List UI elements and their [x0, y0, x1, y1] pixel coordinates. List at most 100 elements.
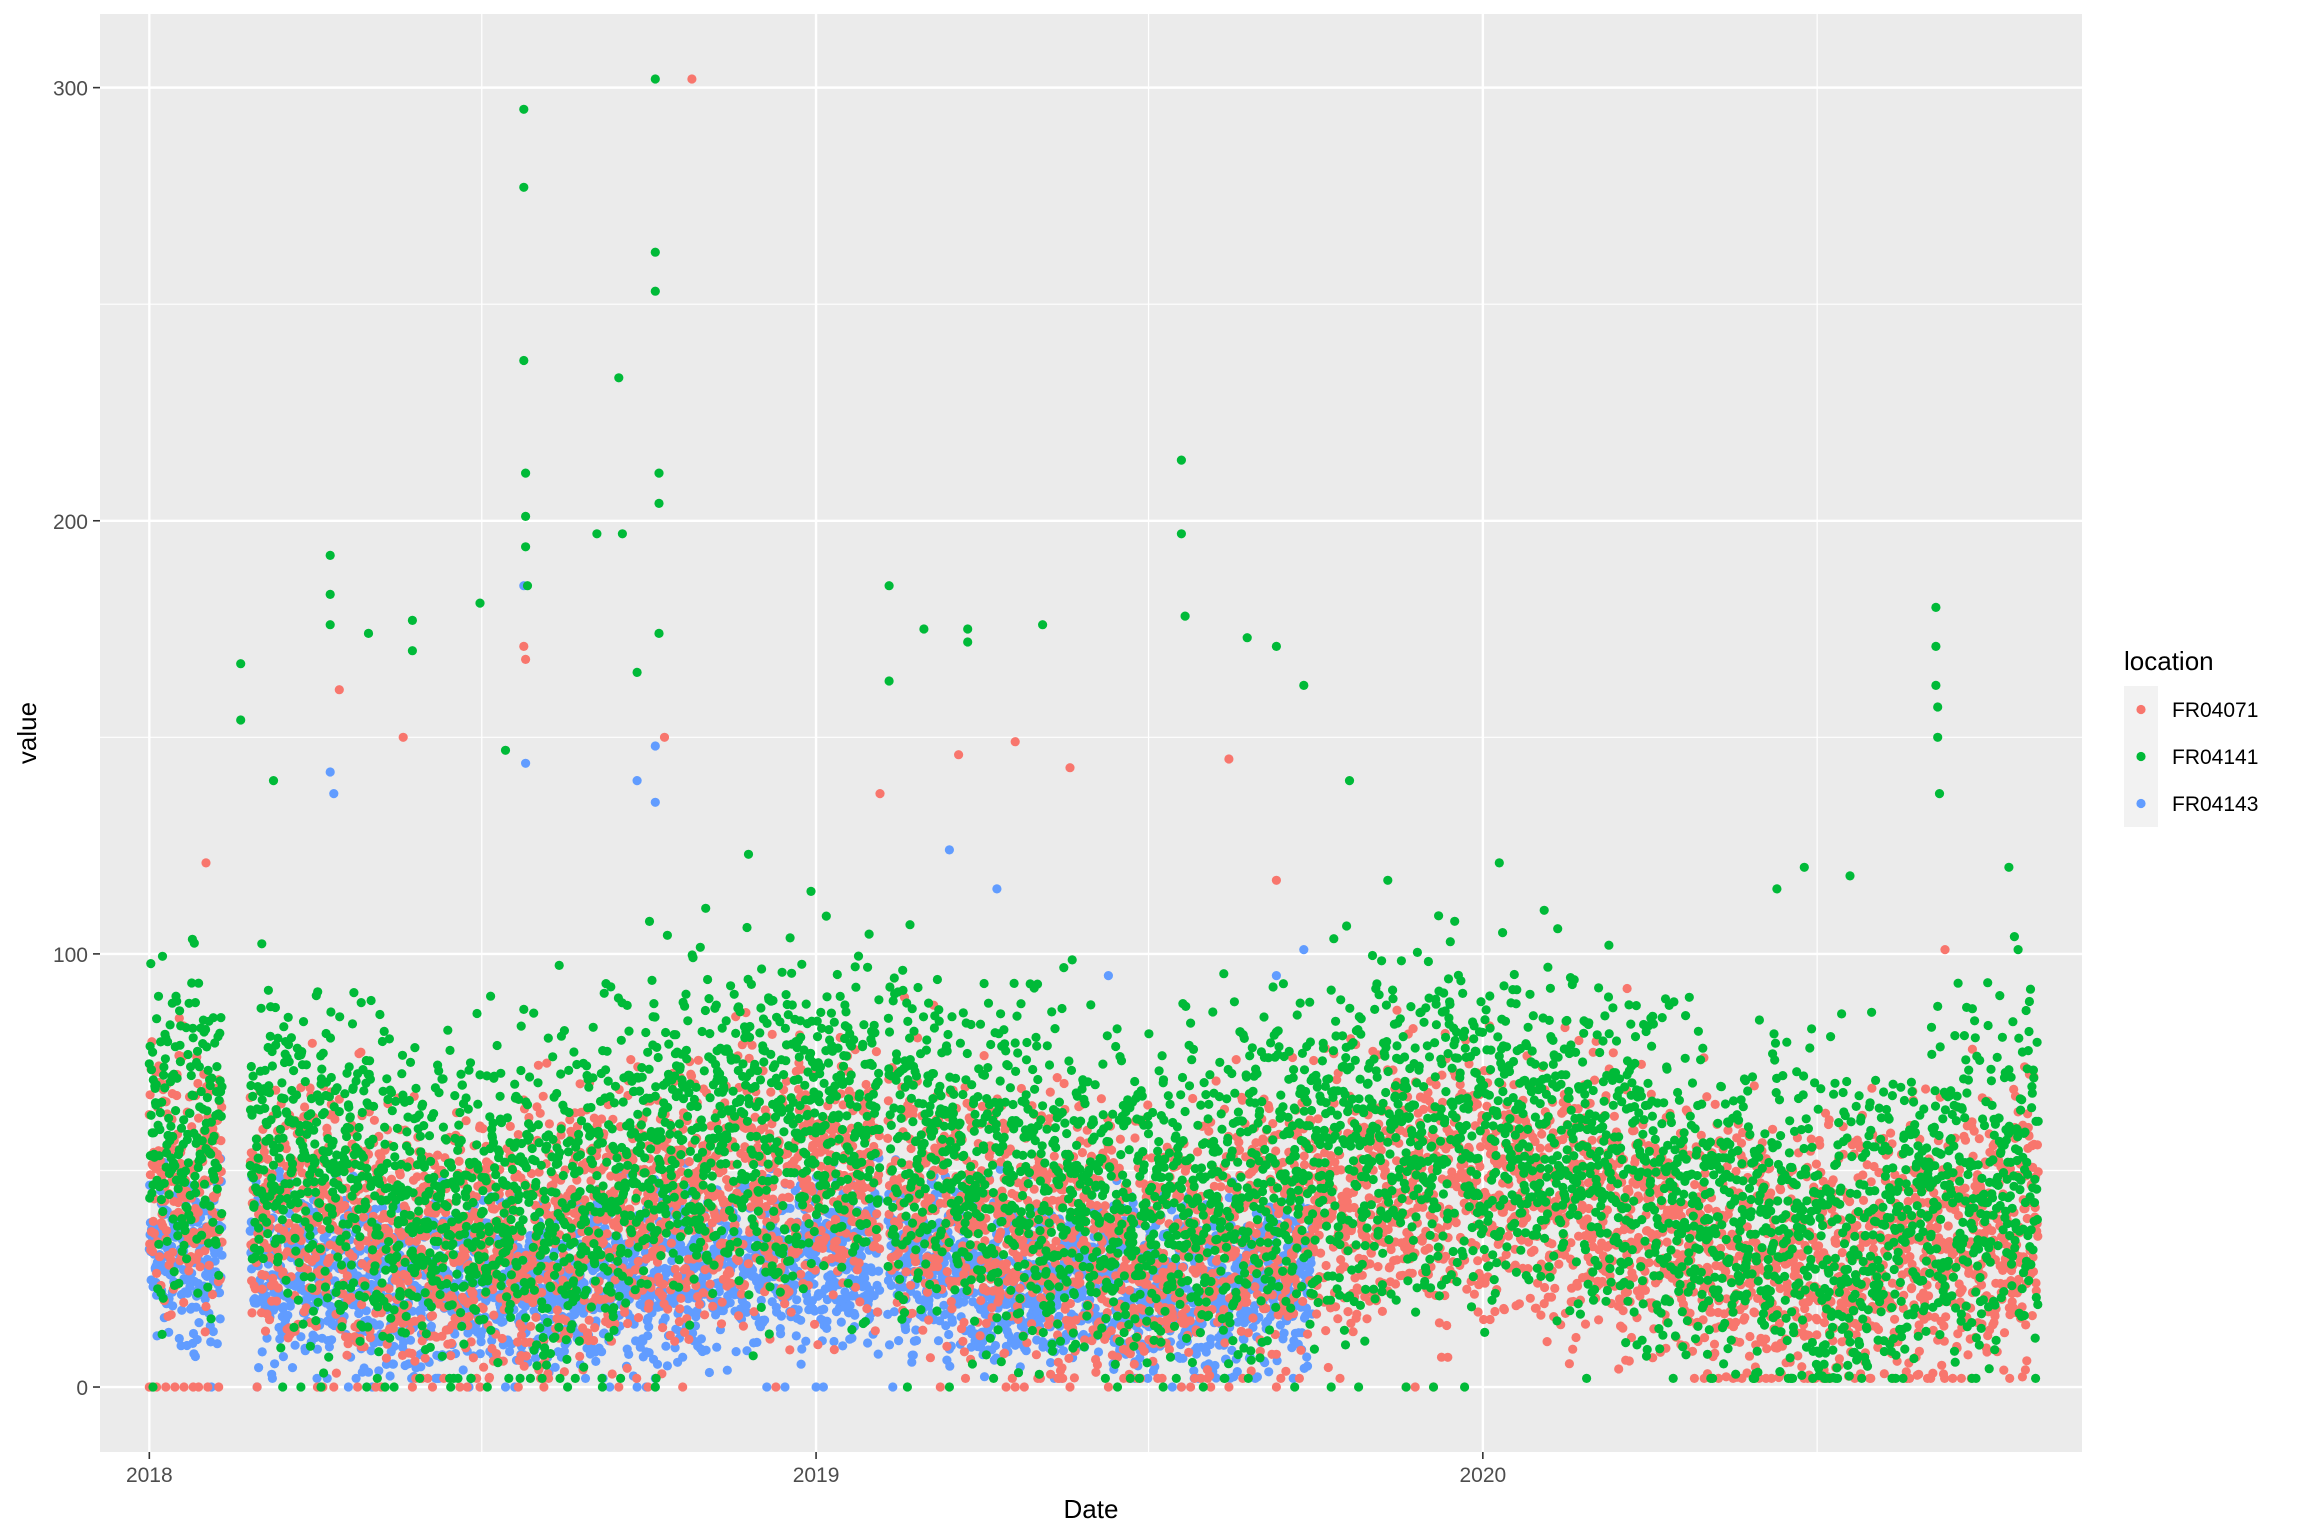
- data-point: [149, 1228, 159, 1238]
- data-point: [886, 1280, 896, 1290]
- data-point: [161, 1226, 172, 1236]
- data-point: [752, 1337, 762, 1347]
- data-point: [694, 1299, 705, 1309]
- data-point: [247, 1308, 257, 1318]
- data-point: [768, 1194, 778, 1204]
- data-point: [310, 1333, 320, 1343]
- data-point: [215, 1314, 225, 1324]
- data-point: [454, 1156, 464, 1166]
- data-point: [152, 1268, 162, 1278]
- data-point: [622, 1363, 632, 1373]
- data-point: [589, 1335, 599, 1346]
- data-point: [624, 1349, 634, 1359]
- data-point: [405, 1335, 416, 1345]
- data-point: [845, 1300, 855, 1311]
- data-point: [369, 1115, 379, 1125]
- data-point: [1206, 1334, 1216, 1344]
- data-point: [734, 1311, 744, 1321]
- data-point: [632, 776, 642, 786]
- data-point: [575, 1079, 585, 1089]
- data-point: [1264, 1367, 1274, 1377]
- data-point: [717, 1297, 727, 1307]
- data-point: [684, 1334, 694, 1344]
- data-point: [254, 1363, 264, 1373]
- data-point: [1279, 1328, 1289, 1338]
- data-point: [908, 1350, 918, 1360]
- data-point: [725, 1298, 735, 1308]
- data-point: [797, 1344, 807, 1354]
- data-point: [658, 1279, 669, 1289]
- data-point: [278, 1267, 288, 1277]
- data-point: [264, 1315, 275, 1325]
- data-point: [324, 1342, 334, 1352]
- data-point: [766, 1087, 776, 1097]
- data-point: [531, 1312, 541, 1322]
- data-point: [195, 1262, 205, 1272]
- data-point: [575, 1351, 585, 1361]
- data-point: [168, 1301, 178, 1311]
- data-point: [552, 1305, 563, 1315]
- data-point: [208, 1326, 218, 1337]
- data-point: [650, 797, 660, 807]
- data-point: [598, 1237, 609, 1247]
- data-point: [469, 1295, 479, 1305]
- data-point: [675, 1304, 685, 1314]
- data-point: [260, 1270, 270, 1281]
- data-point: [201, 1301, 211, 1312]
- data-point: [726, 1278, 736, 1288]
- data-point: [550, 1362, 560, 1372]
- data-point: [530, 1353, 541, 1363]
- data-point: [517, 1323, 527, 1333]
- data-point: [663, 1304, 673, 1314]
- data-point: [505, 1121, 515, 1131]
- data-point: [283, 1310, 293, 1320]
- data-point: [356, 1047, 366, 1057]
- data-point: [944, 845, 955, 855]
- data-point: [762, 1382, 772, 1392]
- data-point: [317, 1224, 327, 1235]
- data-point: [693, 1055, 704, 1065]
- data-point: [260, 1326, 271, 1336]
- data-point: [791, 1331, 801, 1341]
- data-point: [822, 1316, 832, 1326]
- data-point: [426, 1321, 436, 1331]
- data-point: [166, 1310, 176, 1320]
- data-point: [416, 1362, 426, 1372]
- data-point: [385, 1371, 395, 1381]
- data-point: [828, 1290, 838, 1300]
- data-point: [533, 1060, 544, 1070]
- data-point: [262, 1333, 272, 1343]
- data-point: [821, 1233, 831, 1243]
- data-point: [192, 1334, 202, 1345]
- data-point: [607, 1369, 617, 1379]
- data-point: [519, 1361, 529, 1371]
- data-point: [500, 1382, 511, 1392]
- data-point: [544, 1119, 555, 1129]
- data-point: [1299, 945, 1309, 955]
- data-point: [346, 1292, 356, 1303]
- data-point: [212, 1339, 222, 1349]
- data-point: [796, 1359, 806, 1369]
- data-point: [446, 1338, 457, 1348]
- data-point: [701, 1345, 711, 1355]
- data-point: [620, 1307, 630, 1317]
- data-point: [829, 1345, 839, 1355]
- data-point: [580, 1373, 591, 1383]
- data-point: [168, 1247, 178, 1257]
- data-point: [204, 1260, 214, 1270]
- data-point: [287, 1363, 298, 1373]
- data-point: [602, 1229, 612, 1239]
- data-point: [731, 1347, 741, 1357]
- data-point: [410, 1356, 420, 1366]
- data-point: [792, 1295, 802, 1305]
- data-point: [484, 1372, 495, 1382]
- data-point: [343, 1382, 353, 1392]
- data-point: [831, 1236, 842, 1246]
- data-point: [884, 1340, 895, 1350]
- data-point: [296, 1332, 306, 1342]
- data-point: [704, 1367, 715, 1378]
- data-point: [521, 758, 531, 768]
- data-point: [626, 1055, 636, 1065]
- data-point: [796, 1315, 806, 1325]
- data-point: [829, 1336, 839, 1347]
